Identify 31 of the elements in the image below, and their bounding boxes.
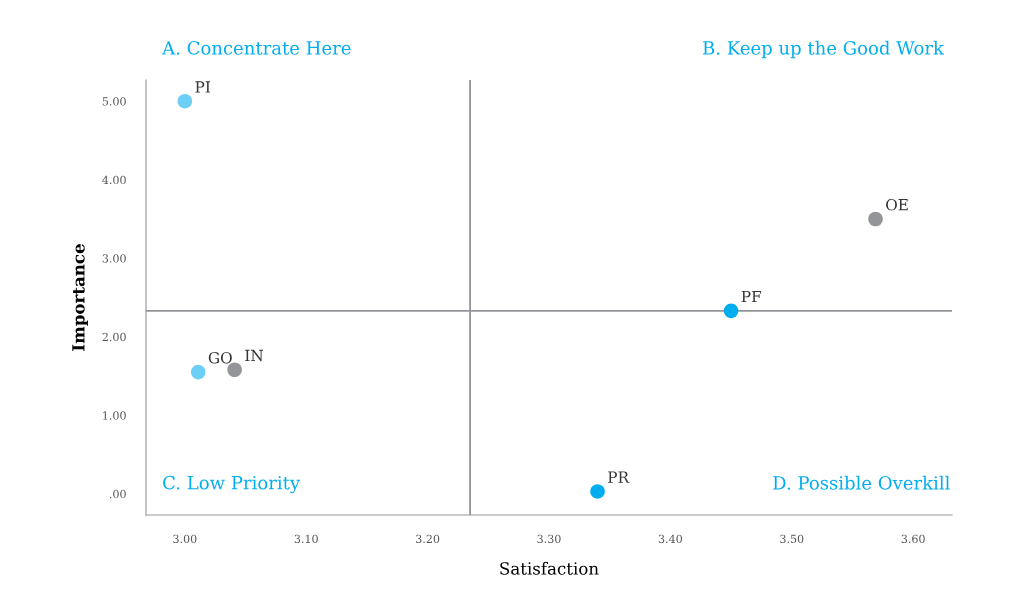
annotation: D. Possible Overkill <box>773 475 950 490</box>
series-label: OE <box>886 198 908 211</box>
x-tick-label: 3.50 <box>780 534 804 544</box>
x-axis-title: Satisfaction <box>500 561 599 575</box>
y-tick-label: 4.00 <box>102 175 126 185</box>
y-axis-title: Importance <box>72 244 88 351</box>
y-tick-label: 1.00 <box>103 411 126 420</box>
text: A. Concentrate Here <box>162 41 351 55</box>
series-label: PI <box>195 81 211 93</box>
x-tick-label: 3.60 <box>901 534 925 544</box>
x-tick-label: 3.10 <box>294 534 318 544</box>
text: B. Keep up the Good Work <box>703 40 945 59</box>
point <box>227 362 242 378</box>
series-label: GO <box>208 352 232 364</box>
series-label: PR <box>608 471 630 483</box>
point <box>590 484 605 499</box>
series-label: PF <box>741 290 762 303</box>
y-tick-label: 5.00 <box>102 97 126 106</box>
x-tick-label: 3.20 <box>416 534 440 544</box>
y-tick-label: .00 <box>109 489 126 499</box>
y-tick-label: 3.00 <box>102 254 126 263</box>
point <box>723 303 739 319</box>
x-tick-label: 3.00 <box>173 534 197 544</box>
point <box>190 364 206 380</box>
x-tick-label: 3.40 <box>658 534 683 544</box>
series-label: IN <box>245 349 264 362</box>
point <box>868 211 883 227</box>
y-tick-label: 2.00 <box>102 332 126 342</box>
annotation: C. Low Priority <box>163 475 301 494</box>
point <box>177 93 193 109</box>
x-tick-label: 3.30 <box>537 534 561 544</box>
